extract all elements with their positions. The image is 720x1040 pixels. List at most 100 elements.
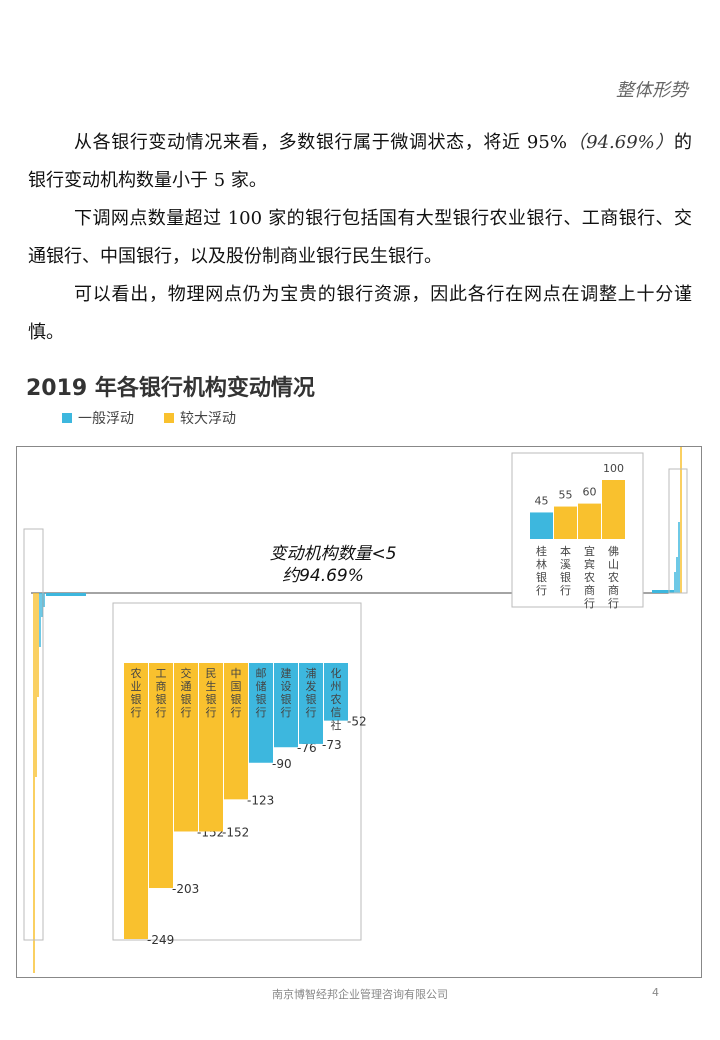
bar-increase-3	[602, 480, 625, 539]
chart-frame: 变动机构数量<5 约94.69% 45 桂林银行 55 本溪银行 60 宜宾农商行 100 佛…	[16, 437, 702, 978]
value-label-decrease-5: -90	[272, 757, 292, 771]
bar-increase-2	[578, 503, 601, 539]
bar-label-decrease-1-char-1: 商	[156, 679, 167, 693]
bar-decrease-5	[249, 663, 273, 763]
bar-label-decrease-0-char-1: 业	[131, 680, 142, 693]
bar-label-decrease-3-char-0: 民	[206, 667, 217, 680]
right-highlight-box	[668, 468, 688, 594]
bar-label-decrease-7-char-3: 行	[306, 706, 317, 719]
legend-label-large: 较大浮动	[180, 411, 236, 427]
bar-label-decrease-8-char-2: 农	[331, 692, 342, 706]
bar-label-increase-2-char-4: 行	[584, 597, 595, 610]
value-label-decrease-0: -249	[147, 933, 174, 947]
bar-label-increase-1-char-1: 溪	[560, 558, 571, 571]
value-label-increase-1: 55	[559, 489, 573, 502]
bar-label-decrease-0-char-3: 行	[131, 706, 142, 719]
bar-label-decrease-2-char-3: 行	[181, 706, 192, 719]
page-number: 4	[652, 986, 659, 999]
bar-label-decrease-2-char-0: 交	[181, 666, 192, 680]
bar-decrease-0	[124, 663, 148, 939]
bar-decrease-4	[224, 663, 248, 800]
bar-label-decrease-5-char-2: 银	[256, 692, 267, 706]
bar-label-decrease-8-char-1: 州	[331, 680, 342, 693]
bar-label-decrease-2-char-2: 银	[181, 692, 192, 706]
bar-label-decrease-4-char-1: 国	[231, 680, 242, 693]
value-label-decrease-6: -76	[297, 741, 317, 755]
decrease-inset: 农业银行-249工商银行-203交通银行-152民生银行-152中国银行-123…	[124, 663, 367, 947]
bar-label-decrease-8-char-3: 信	[331, 706, 342, 719]
bar-label-decrease-6-char-2: 银	[281, 692, 292, 706]
bar-label-decrease-4-char-0: 中	[231, 667, 242, 680]
annotation-line-2: 约94.69%	[282, 566, 364, 586]
bar-label-decrease-8-char-0: 化	[331, 666, 342, 680]
value-label-decrease-1: -203	[172, 882, 199, 896]
bar-label-decrease-6-char-1: 设	[281, 680, 292, 693]
bar-increase-0	[530, 512, 553, 539]
value-label-increase-2: 60	[583, 486, 597, 499]
value-label-decrease-8: -52	[347, 715, 367, 729]
bar-label-decrease-6-char-0: 建	[281, 666, 292, 680]
bar-decrease-7	[299, 663, 323, 744]
value-label-decrease-3: -152	[222, 825, 249, 839]
bar-label-decrease-3-char-2: 银	[206, 692, 217, 706]
bar-decrease-3	[199, 663, 223, 832]
bar-label-decrease-7-char-2: 银	[306, 692, 317, 706]
bar-label-increase-3-char-0: 佛	[608, 545, 619, 558]
left-highlight-box	[23, 528, 44, 941]
value-label-increase-3: 100	[603, 462, 624, 475]
paragraph-3: 可以看出，物理网点仍为宝贵的银行资源，因此各行在网点在调整上十分谨慎。	[28, 284, 692, 343]
bar-label-decrease-1-char-3: 行	[156, 706, 167, 719]
footer-company: 南京博智经邦企业管理咨询有限公司	[272, 988, 448, 1001]
bar-label-increase-1-char-3: 行	[560, 584, 571, 597]
bar-label-increase-1-char-0: 本	[560, 544, 571, 558]
bar-label-decrease-7-char-0: 浦	[306, 667, 317, 680]
bar-label-decrease-4-char-3: 行	[231, 706, 242, 719]
legend-swatch-general	[62, 413, 72, 423]
bar-label-decrease-3-char-3: 行	[206, 706, 217, 719]
bar-label-decrease-8-char-4: 社	[331, 718, 342, 732]
bar-label-increase-0-char-2: 银	[536, 570, 547, 584]
bar-label-increase-2-char-3: 商	[584, 583, 595, 597]
legend-item-large: 较大浮动	[164, 408, 236, 428]
bar-label-increase-0-char-0: 桂	[536, 544, 547, 558]
chart-legend: 一般浮动 较大浮动	[62, 408, 236, 428]
paragraph-1: 从各银行变动情况来看，多数银行属于微调状态，将近 95%（94.69%）的银行变…	[28, 124, 692, 200]
legend-label-general: 一般浮动	[78, 411, 134, 427]
bar-label-increase-3-char-2: 农	[608, 570, 619, 584]
value-label-decrease-7: -73	[322, 738, 342, 752]
bar-label-increase-1-char-2: 银	[560, 570, 571, 584]
bar-label-decrease-1-char-2: 银	[156, 692, 167, 706]
overview-left-tail	[33, 593, 86, 973]
bar-label-increase-2-char-2: 农	[584, 570, 595, 584]
paragraph-1-text-a: 从各银行变动情况来看，多数银行属于微调状态，将近 95%	[74, 132, 567, 153]
value-label-increase-0: 45	[535, 494, 549, 507]
chart-title: 2019 年各银行机构变动情况	[26, 376, 315, 401]
annotation-line-1: 变动机构数量<5	[269, 544, 396, 564]
bar-label-increase-0-char-1: 林	[536, 557, 547, 571]
paragraph-1-text-b: 的银行变动机构数量小于 5 家。	[28, 132, 692, 191]
bar-label-increase-2-char-1: 宾	[584, 557, 595, 571]
bar-label-decrease-0-char-2: 银	[131, 692, 142, 706]
bar-label-decrease-4-char-2: 银	[231, 692, 242, 706]
value-label-decrease-4: -123	[247, 793, 274, 807]
bar-label-increase-2-char-0: 宜	[584, 544, 595, 558]
bar-label-decrease-6-char-3: 行	[281, 706, 292, 719]
paragraph-1-percentage: （94.69%）	[566, 132, 674, 153]
bar-label-decrease-5-char-0: 邮	[256, 667, 267, 680]
bar-label-decrease-3-char-1: 生	[206, 679, 217, 693]
bar-increase-1	[554, 506, 577, 539]
bar-label-increase-0-char-3: 行	[536, 584, 547, 597]
bar-decrease-2	[174, 663, 198, 832]
legend-item-general: 一般浮动	[62, 408, 134, 428]
bar-decrease-1	[149, 663, 173, 889]
bar-decrease-6	[274, 663, 298, 748]
bar-label-decrease-5-char-3: 行	[256, 706, 267, 719]
bar-label-decrease-1-char-0: 工	[156, 667, 167, 680]
paragraph-2: 下调网点数量超过 100 家的银行包括国有大型银行农业银行、工商银行、交通银行、…	[28, 208, 692, 267]
chart-canvas: 变动机构数量<5 约94.69% 45桂林银行55本溪银行60宜宾农商行100佛…	[23, 437, 688, 973]
bar-label-increase-3-char-3: 商	[608, 583, 619, 597]
bar-label-decrease-2-char-1: 通	[181, 680, 192, 693]
bar-label-increase-3-char-4: 行	[608, 597, 619, 610]
bar-label-decrease-5-char-1: 储	[256, 679, 267, 693]
